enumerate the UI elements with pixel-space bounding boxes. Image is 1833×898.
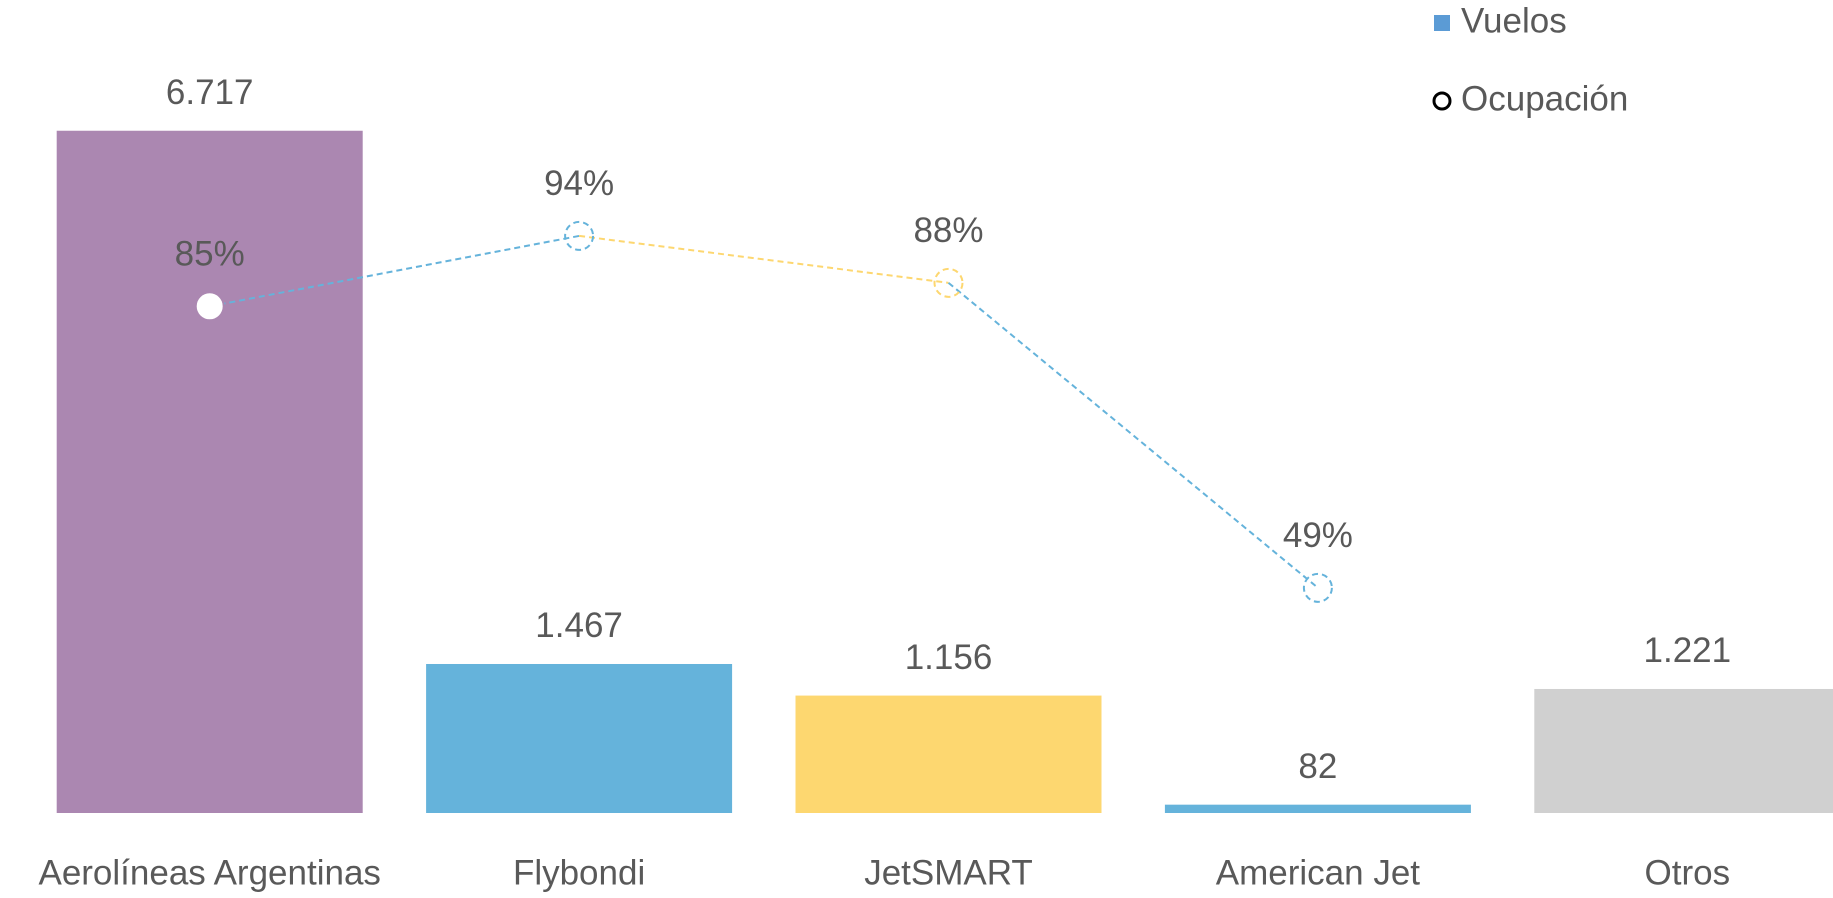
bar <box>56 130 363 813</box>
data-label: 82 <box>1298 747 1337 786</box>
bar <box>795 695 1102 813</box>
x-tick-label: American Jet <box>1216 853 1421 892</box>
line-segment <box>209 234 580 308</box>
line-segment <box>947 282 1319 589</box>
bar <box>426 663 733 813</box>
bar <box>1534 688 1833 813</box>
legend-label: Ocupación <box>1461 79 1628 118</box>
x-tick-label: Flybondi <box>513 853 645 892</box>
line-segment <box>578 234 949 284</box>
x-tick-label: Otros <box>1645 853 1731 892</box>
data-label: 94% <box>544 164 614 203</box>
x-tick-label: JetSMART <box>864 853 1033 892</box>
x-tick-label: Aerolíneas Argentinas <box>38 853 380 892</box>
data-label: 88% <box>913 211 983 250</box>
data-label: 49% <box>1283 516 1353 555</box>
line-marker <box>564 220 595 251</box>
bar <box>1164 804 1471 813</box>
data-label: 1.156 <box>905 638 993 677</box>
data-label: 1.467 <box>535 606 623 645</box>
data-label: 1.221 <box>1644 631 1732 670</box>
legend-label: Vuelos <box>1461 1 1567 40</box>
legend-marker <box>1432 91 1452 111</box>
line-marker <box>194 291 225 322</box>
line-marker <box>1302 572 1333 603</box>
line-marker <box>933 267 964 298</box>
data-label: 85% <box>175 235 245 274</box>
data-label: 6.717 <box>166 73 254 112</box>
legend-marker <box>1434 15 1450 31</box>
